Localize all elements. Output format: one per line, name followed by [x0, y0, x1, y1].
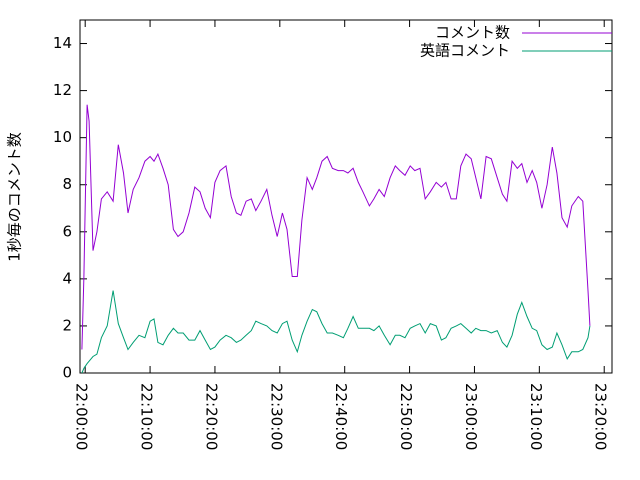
y-tick-label: 6: [62, 222, 72, 240]
x-tick-label: 22:40:00: [332, 383, 350, 450]
y-tick-label: 0: [62, 364, 72, 382]
y-tick-label: 2: [62, 316, 72, 334]
y-tick-label: 10: [53, 128, 72, 146]
y-tick-label: 12: [53, 81, 72, 99]
x-tick-label: 22:30:00: [267, 383, 285, 450]
x-tick-label: 23:10:00: [527, 383, 545, 450]
y-tick-label: 8: [62, 175, 72, 193]
legend-label: コメント数: [435, 24, 510, 42]
x-tick-label: 23:00:00: [462, 383, 480, 450]
y-tick-label: 14: [53, 34, 72, 52]
x-tick-label: 22:10:00: [138, 383, 156, 450]
y-tick-label: 4: [62, 269, 72, 287]
series-line: [81, 104, 591, 350]
x-tick-label: 23:20:00: [592, 383, 610, 450]
legend-label: 英語コメント: [420, 42, 510, 60]
y-axis-label: 1秒毎のコメント数: [6, 132, 24, 262]
x-tick-label: 22:20:00: [202, 383, 220, 450]
series-line: [81, 290, 591, 374]
x-tick-label: 22:50:00: [397, 383, 415, 450]
x-tick-label: 22:00:00: [73, 383, 91, 450]
plot-frame: [79, 19, 613, 374]
